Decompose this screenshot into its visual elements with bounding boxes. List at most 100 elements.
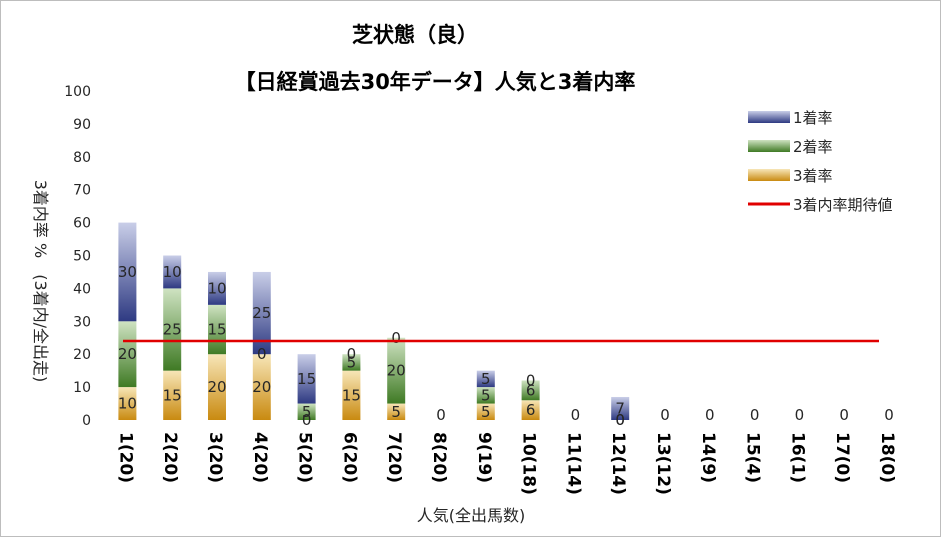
- bar-segment: [387, 403, 406, 420]
- data-label: 15: [207, 321, 226, 339]
- x-tick-label: 4(20): [250, 432, 270, 483]
- data-label: 20: [252, 378, 271, 396]
- x-tick-label: 2(20): [160, 432, 180, 483]
- bar-segment: [521, 380, 540, 401]
- data-label: 10: [207, 279, 226, 297]
- x-tick-label: 11(14): [563, 432, 583, 495]
- bar-segment: [342, 354, 361, 371]
- x-tick-label: 8(20): [429, 432, 449, 483]
- data-label: 7: [615, 399, 625, 417]
- legend-swatch: [748, 140, 790, 152]
- data-label: 15: [163, 386, 182, 404]
- bar-segment: [163, 255, 182, 289]
- y-tick-label: 20: [73, 347, 91, 363]
- bar-segment: [208, 271, 226, 305]
- data-label: 10: [163, 263, 182, 281]
- bar-segment: [387, 337, 406, 404]
- chart-title: 芝状態（良）: [352, 23, 478, 47]
- y-axis-label: 3着内率 % (3着内/全出走): [31, 180, 50, 383]
- data-label: 6: [526, 401, 536, 419]
- y-tick-label: 30: [73, 314, 91, 330]
- data-label: 5: [481, 403, 491, 421]
- data-label: 20: [207, 378, 226, 396]
- x-tick-label: 10(18): [519, 432, 539, 495]
- data-label: 0: [884, 406, 894, 424]
- data-label: 0: [795, 406, 805, 424]
- legend-swatch: [748, 169, 790, 181]
- bar-segment: [297, 354, 316, 404]
- bar-segment: [252, 271, 271, 355]
- y-axis-ticks: 0 10 20 30 40 50 60 70 80 90 100: [64, 84, 91, 429]
- data-label: 5: [481, 386, 491, 404]
- y-tick-label: 60: [73, 216, 91, 232]
- data-label: 5: [391, 403, 401, 421]
- bar-segment: [476, 387, 495, 404]
- data-label: 0: [615, 411, 625, 429]
- bar-segment: [252, 354, 271, 420]
- bar-segment: [118, 222, 137, 322]
- legend-label: 1着率: [793, 109, 833, 127]
- chart-subtitle: 【日経賞過去30年データ】人気と3着内率: [235, 70, 636, 94]
- y-tick-label: 80: [73, 150, 91, 166]
- y-tick-label: 40: [73, 281, 91, 297]
- y-tick-label: 70: [73, 183, 91, 199]
- data-label: 30: [118, 263, 137, 281]
- x-tick-label: 7(20): [384, 432, 404, 483]
- data-label: 15: [297, 370, 316, 388]
- data-label: 25: [163, 321, 182, 339]
- x-tick-label: 3(20): [205, 432, 225, 483]
- data-label: 25: [252, 304, 271, 322]
- x-tick-label: 1(20): [115, 432, 135, 483]
- data-label: 0: [526, 372, 536, 390]
- x-tick-label: 18(0): [877, 432, 897, 483]
- y-tick-label: 10: [73, 380, 91, 396]
- bar-segment: [163, 288, 182, 371]
- data-label: 0: [571, 406, 581, 424]
- x-tick-label: 9(19): [474, 432, 494, 483]
- legend-label: 3着率: [793, 167, 833, 185]
- data-label: 0: [839, 406, 849, 424]
- data-label: 0: [257, 345, 267, 363]
- y-tick-label: 50: [73, 249, 91, 265]
- x-tick-label: 12(14): [608, 432, 628, 495]
- data-label: 20: [118, 345, 137, 363]
- bar-segment: [297, 403, 316, 420]
- data-label: 5: [347, 353, 357, 371]
- bar-segment: [611, 396, 630, 420]
- x-tick-label: 14(9): [698, 432, 718, 483]
- data-label: 0: [391, 329, 401, 347]
- y-tick-label: 0: [82, 413, 91, 429]
- bar-segment: [476, 403, 495, 420]
- legend-label: 3着内率期待値: [793, 196, 893, 214]
- data-label: 5: [302, 403, 312, 421]
- data-label: 0: [347, 345, 357, 363]
- x-tick-label: 16(1): [787, 432, 807, 483]
- x-tick-label: 13(12): [653, 432, 673, 495]
- data-label: 20: [387, 362, 406, 380]
- bar-segment: [342, 370, 361, 420]
- legend-swatch: [748, 111, 790, 123]
- bar-segment: [118, 321, 137, 388]
- bar-segment: [163, 370, 182, 420]
- x-tick-label: 15(4): [743, 432, 763, 483]
- y-tick-label: 100: [64, 84, 91, 100]
- data-label: 0: [302, 411, 312, 429]
- data-label: 0: [660, 406, 670, 424]
- bar-segment: [476, 370, 495, 388]
- data-label: 0: [750, 406, 760, 424]
- bars: [118, 222, 630, 420]
- data-label: 6: [526, 381, 536, 399]
- x-axis-label: 人気(全出馬数): [417, 506, 526, 525]
- data-label: 0: [705, 406, 715, 424]
- legend-label: 2着率: [793, 138, 833, 156]
- legend: 1着率 2着率 3着率 3着内率期待値: [748, 109, 893, 214]
- bar-segment: [521, 400, 540, 420]
- y-tick-label: 90: [73, 117, 91, 133]
- data-label: 10: [118, 395, 137, 413]
- data-label: 5: [481, 370, 491, 388]
- data-label: 15: [342, 386, 361, 404]
- x-tick-label: 17(0): [832, 432, 852, 483]
- x-tick-label: 6(20): [339, 432, 359, 483]
